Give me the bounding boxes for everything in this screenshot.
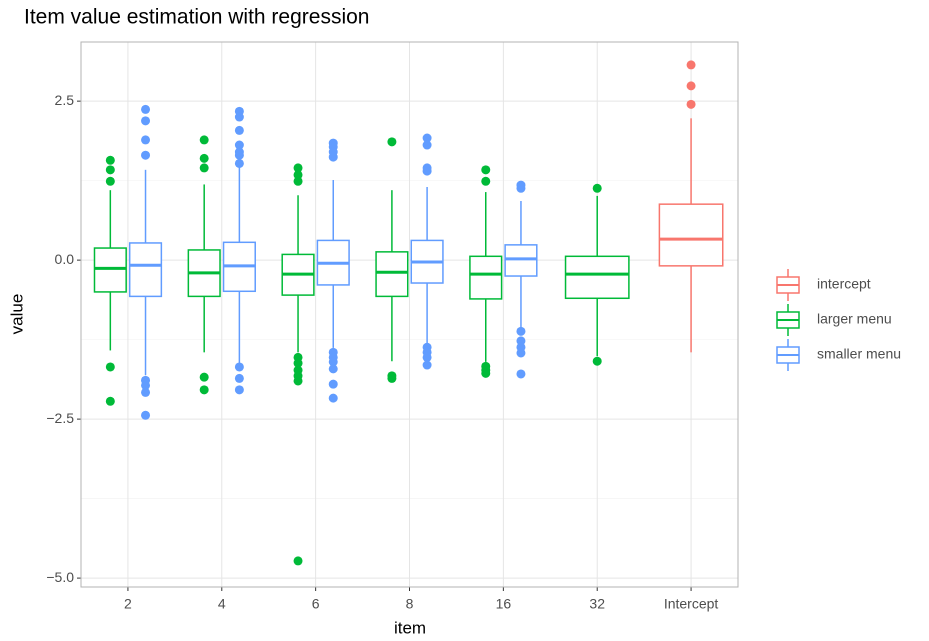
outlier — [141, 380, 151, 390]
x-axis-label: item — [394, 618, 426, 637]
box — [658, 203, 724, 267]
outlier — [516, 348, 526, 358]
outlier — [293, 358, 303, 368]
outlier — [328, 379, 338, 389]
outlier — [516, 183, 526, 193]
chart-title: Item value estimation with regression — [24, 6, 370, 29]
outlier — [516, 336, 526, 346]
outlier — [105, 176, 115, 186]
outlier — [293, 556, 303, 566]
outlier — [234, 112, 244, 122]
x-tick-label: 2 — [124, 596, 132, 612]
outlier — [686, 99, 696, 109]
y-tick-label: −2.5 — [46, 410, 74, 426]
outlier — [234, 140, 244, 150]
outlier — [141, 410, 151, 420]
outlier — [422, 140, 432, 150]
outlier — [234, 150, 244, 160]
box — [375, 251, 409, 298]
outlier — [481, 176, 491, 186]
outlier — [422, 166, 432, 176]
outlier — [422, 360, 432, 370]
x-tick-label: 8 — [406, 596, 414, 612]
outlier — [293, 176, 303, 186]
outlier — [199, 163, 209, 173]
x-tick-label: 6 — [312, 596, 320, 612]
x-tick-label: 4 — [218, 596, 226, 612]
outlier — [105, 396, 115, 406]
outlier — [686, 60, 696, 70]
outlier — [199, 153, 209, 163]
box — [504, 244, 538, 277]
outlier — [199, 385, 209, 395]
outlier — [328, 393, 338, 403]
legend-label: larger menu — [817, 311, 892, 327]
outlier — [328, 364, 338, 374]
outlier — [686, 81, 696, 91]
x-tick-label: Intercept — [664, 596, 719, 612]
outlier — [199, 135, 209, 145]
y-tick-label: −5.0 — [46, 569, 74, 585]
box — [93, 247, 127, 293]
outlier — [387, 373, 397, 383]
box — [128, 242, 163, 298]
outlier — [234, 362, 244, 372]
outlier — [141, 116, 151, 126]
outlier — [105, 362, 115, 372]
outlier — [141, 135, 151, 145]
outlier — [592, 356, 602, 366]
y-tick-label: 0.0 — [55, 251, 75, 267]
outlier — [293, 163, 303, 173]
plot-border — [80, 41, 739, 588]
outlier — [105, 155, 115, 165]
legend-label: smaller menu — [817, 346, 901, 362]
legend-label: intercept — [817, 276, 871, 292]
outlier — [234, 158, 244, 168]
outlier — [481, 165, 491, 175]
outlier — [516, 369, 526, 379]
y-axis-label: value — [7, 294, 26, 335]
box — [564, 255, 630, 300]
outlier — [234, 125, 244, 135]
outlier — [328, 152, 338, 162]
outlier — [199, 372, 209, 382]
outlier — [234, 385, 244, 395]
outlier — [328, 357, 338, 367]
outlier — [592, 183, 602, 193]
outlier — [481, 368, 491, 378]
x-tick-label: 32 — [589, 596, 605, 612]
x-tick-label: 16 — [496, 596, 512, 612]
outlier — [234, 373, 244, 383]
outlier — [387, 137, 397, 147]
outlier — [141, 104, 151, 114]
outlier — [516, 326, 526, 336]
outlier — [141, 150, 151, 160]
outlier — [141, 387, 151, 397]
box — [469, 255, 503, 300]
y-tick-label: 2.5 — [55, 92, 75, 108]
outlier — [422, 133, 432, 143]
outlier — [105, 165, 115, 175]
outlier — [293, 170, 303, 180]
outlier — [422, 352, 432, 362]
outlier — [293, 376, 303, 386]
